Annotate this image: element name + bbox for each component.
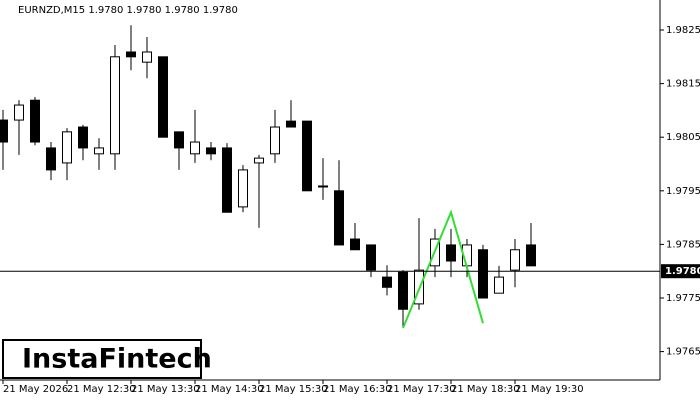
logo: InstaFintech bbox=[22, 344, 212, 375]
candle-body bbox=[142, 51, 152, 63]
y-tick-label: 1.9815 bbox=[666, 79, 700, 90]
x-tick-label: 21 May 14:30 bbox=[195, 384, 264, 395]
logo-box bbox=[2, 339, 202, 379]
candle-body bbox=[238, 169, 248, 208]
candle-body bbox=[0, 119, 8, 143]
y-tick-label: 1.9825 bbox=[666, 25, 700, 36]
candle-body bbox=[190, 141, 200, 155]
candle-body bbox=[110, 56, 120, 155]
candle-body bbox=[222, 147, 232, 213]
candle-body bbox=[158, 56, 168, 138]
x-tick-label: 21 May 18:30 bbox=[451, 384, 520, 395]
pattern-line bbox=[402, 209, 484, 329]
candle-body bbox=[478, 249, 488, 299]
candle-body bbox=[350, 238, 360, 251]
candle-body bbox=[14, 104, 24, 121]
candle-body bbox=[510, 249, 520, 271]
y-tick-label: 1.9805 bbox=[666, 132, 700, 143]
candle-body bbox=[318, 185, 328, 188]
candle-body bbox=[78, 126, 88, 149]
candle-body bbox=[254, 157, 264, 164]
x-tick-label: 21 May 13:30 bbox=[131, 384, 200, 395]
x-tick-label: 21 May 17:30 bbox=[387, 384, 456, 395]
candle-body bbox=[526, 244, 536, 267]
x-tick-label: 21 May 19:30 bbox=[515, 384, 584, 395]
candle-body bbox=[270, 126, 280, 155]
current-price-label: 1.9780 bbox=[665, 266, 700, 277]
candle-body bbox=[286, 120, 296, 128]
candle-body bbox=[446, 244, 456, 262]
candle-body bbox=[398, 271, 408, 310]
x-tick-label: 21 May 16:30 bbox=[323, 384, 392, 395]
candle-body bbox=[302, 120, 312, 192]
y-tick-label: 1.9775 bbox=[666, 293, 700, 304]
chart-title: EURNZD,M15 1.9780 1.9780 1.9780 1.9780 bbox=[18, 5, 238, 16]
candle-body bbox=[174, 131, 184, 149]
candle-body bbox=[94, 147, 104, 155]
candle-body bbox=[126, 51, 136, 58]
candle-body bbox=[334, 190, 344, 246]
x-tick-label: 21 May 2026 bbox=[3, 384, 68, 395]
x-tick-label: 21 May 12:30 bbox=[67, 384, 136, 395]
y-tick-label: 1.9765 bbox=[666, 347, 700, 358]
candle-body bbox=[494, 276, 504, 294]
candle-body bbox=[366, 244, 376, 271]
y-tick-label: 1.9795 bbox=[666, 186, 700, 197]
x-tick-label: 21 May 15:30 bbox=[259, 384, 328, 395]
candle-body bbox=[62, 131, 72, 164]
current-price-box bbox=[661, 264, 700, 279]
candle-body bbox=[46, 147, 56, 171]
candle-body bbox=[206, 147, 216, 155]
candle-body bbox=[30, 99, 40, 143]
candle-body bbox=[382, 276, 392, 288]
y-tick-label: 1.9785 bbox=[666, 239, 700, 250]
